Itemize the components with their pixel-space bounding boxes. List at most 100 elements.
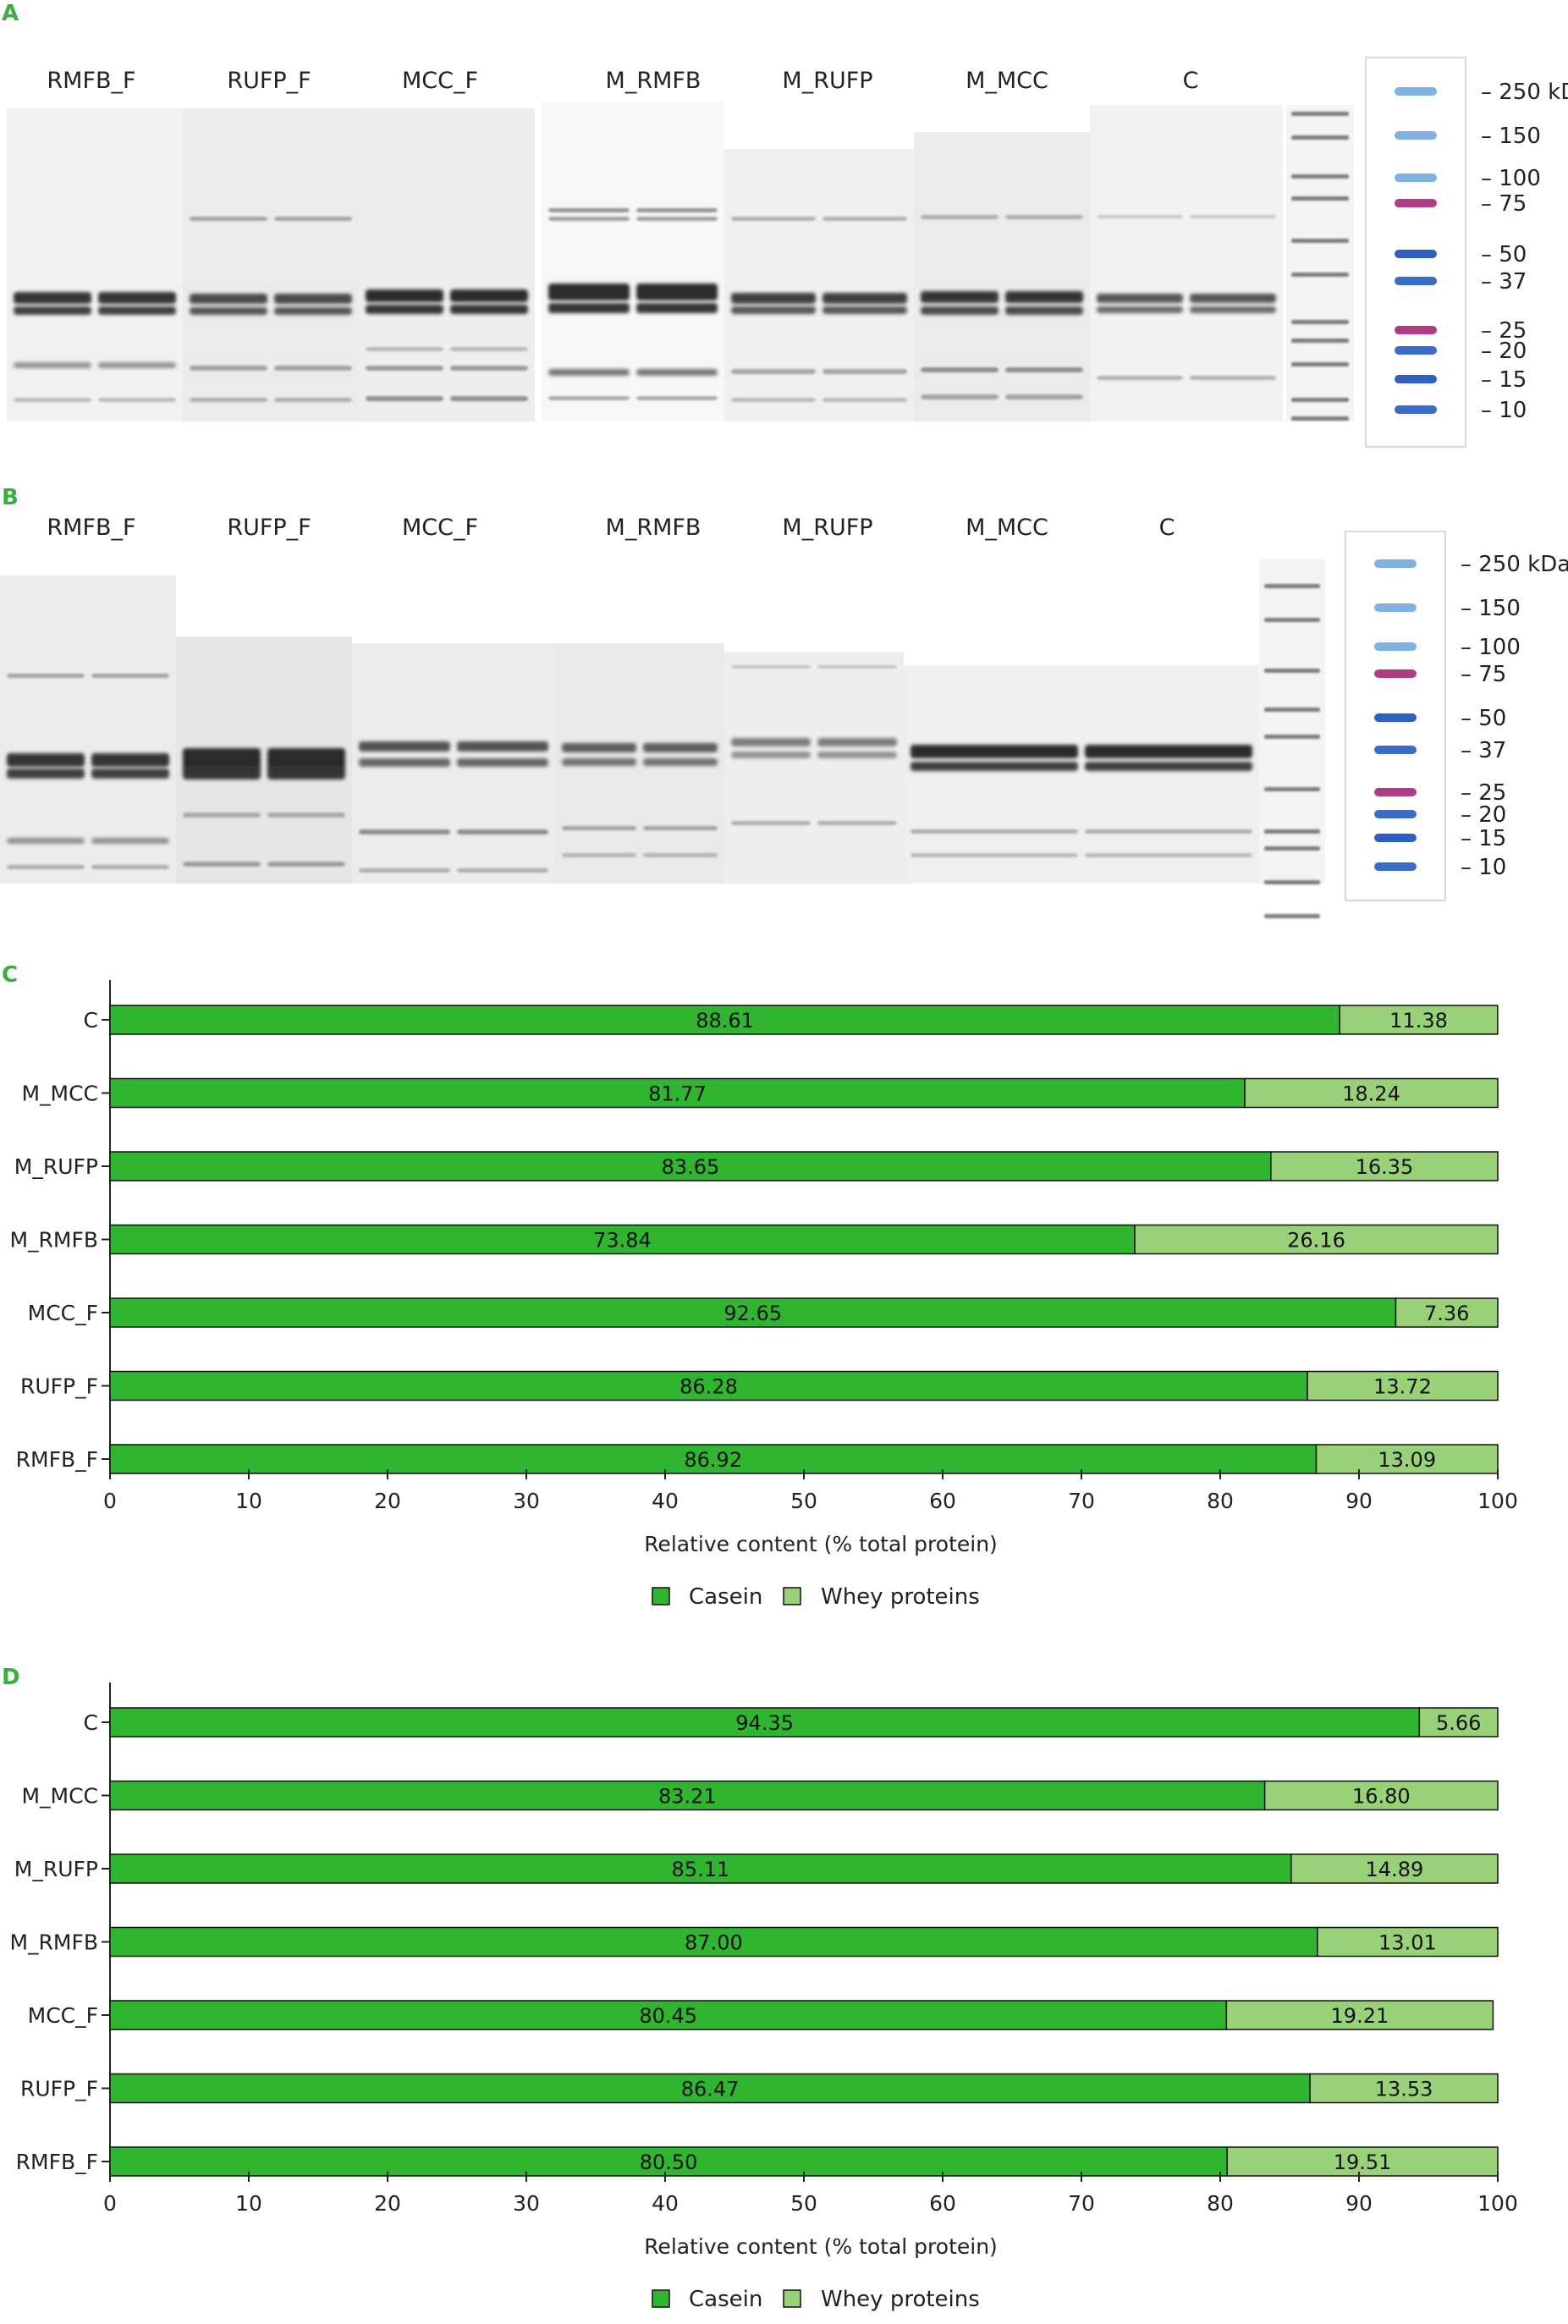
bar-label-casein: 86.28 bbox=[679, 1375, 738, 1399]
gel-ladder-band bbox=[1291, 239, 1349, 243]
bar-label-casein: 81.77 bbox=[648, 1082, 707, 1106]
gel-band bbox=[274, 294, 352, 304]
ladder-marker-band bbox=[1395, 405, 1437, 414]
ladder-marker-label: – 15 bbox=[1461, 826, 1506, 851]
gel-a-lane-labels: RMFB_F RUFP_F MCC_F M_RMFB M_RUFP M_MCC … bbox=[47, 68, 1198, 94]
gel-band bbox=[14, 292, 91, 304]
gel-ladder-background bbox=[1286, 105, 1354, 421]
bar-casein bbox=[109, 1780, 1266, 1811]
bar-casein bbox=[109, 1370, 1308, 1402]
gel-band bbox=[1005, 306, 1083, 315]
bar-whey bbox=[1225, 2000, 1494, 2030]
x-tick-label: 50 bbox=[790, 1489, 817, 1513]
gel-band bbox=[636, 369, 718, 376]
gel-lane-segment bbox=[724, 652, 904, 884]
gel-band bbox=[636, 396, 718, 400]
gel-band bbox=[636, 208, 718, 212]
gel-lane-segment bbox=[359, 108, 535, 421]
gel-b-lane-label: RMFB_F bbox=[47, 515, 135, 541]
gel-ladder-band bbox=[1264, 708, 1320, 712]
bar-casein bbox=[109, 1444, 1318, 1474]
ladder-marker-band bbox=[1395, 131, 1437, 140]
x-tick-label: 10 bbox=[235, 1489, 262, 1513]
panel-letter-d: D bbox=[2, 1665, 20, 1690]
gel-band bbox=[1005, 291, 1083, 303]
gel-ladder-band bbox=[1291, 135, 1349, 140]
ladder-marker-label: – 15 bbox=[1481, 367, 1527, 393]
gel-lane-segment bbox=[0, 575, 176, 884]
bar-casein bbox=[109, 1297, 1397, 1328]
gel-band bbox=[450, 347, 528, 351]
gel-band bbox=[7, 865, 85, 869]
ladder-marker-band bbox=[1374, 788, 1417, 796]
x-tick-label: 70 bbox=[1068, 2191, 1095, 2216]
gel-band bbox=[98, 398, 176, 402]
x-tick-label: 90 bbox=[1345, 2191, 1373, 2216]
x-tick-label: 90 bbox=[1345, 1489, 1373, 1513]
gel-band bbox=[911, 829, 1078, 834]
gel-b-lane-label: M_RUFP bbox=[782, 515, 872, 541]
ladder-marker-label: – 250 kDa bbox=[1461, 552, 1568, 577]
bar-label-whey: 7.36 bbox=[1424, 1302, 1469, 1325]
gel-lane-segment bbox=[352, 643, 555, 884]
gel-ladder-band bbox=[1264, 829, 1320, 834]
ladder-marker-label: – 50 bbox=[1461, 706, 1506, 731]
bar-label-whey: 16.80 bbox=[1352, 1785, 1411, 1809]
gel-band bbox=[190, 366, 267, 371]
gel-band bbox=[366, 289, 443, 302]
gel-lane-background bbox=[914, 132, 1090, 421]
gel-a-lane-label: M_RMFB bbox=[606, 68, 701, 94]
gel-lane-background bbox=[359, 108, 535, 421]
gel-lane-background bbox=[904, 665, 1259, 884]
category-label: M_RMFB bbox=[9, 1228, 98, 1253]
bar-whey bbox=[1244, 1077, 1499, 1109]
gel-band bbox=[548, 369, 630, 376]
gel-band bbox=[91, 753, 169, 767]
ladder-marker-label: – 10 bbox=[1461, 855, 1506, 880]
gel-band bbox=[1097, 294, 1183, 303]
gel-band bbox=[1085, 853, 1252, 857]
gel-band bbox=[548, 303, 630, 313]
ladder-marker-band bbox=[1395, 173, 1437, 182]
gel-band bbox=[921, 394, 999, 399]
gel-band bbox=[562, 853, 636, 857]
bar-label-casein: 86.92 bbox=[684, 1448, 742, 1472]
gel-band bbox=[1190, 306, 1276, 313]
bar-label-whey: 19.51 bbox=[1334, 2151, 1392, 2174]
ladder-marker-label: – 150 bbox=[1461, 596, 1521, 621]
legend-swatch-whey bbox=[783, 1587, 801, 1605]
gel-band bbox=[731, 738, 811, 746]
gel-band bbox=[7, 768, 85, 779]
bar-label-casein: 88.61 bbox=[696, 1009, 754, 1033]
gel-band bbox=[98, 362, 176, 368]
gel-band bbox=[911, 853, 1078, 857]
ladder-marker-label: – 75 bbox=[1461, 662, 1506, 687]
bar-label-casein: 80.50 bbox=[640, 2151, 698, 2174]
gel-band bbox=[450, 289, 528, 302]
legend-label-whey: Whey proteins bbox=[821, 2287, 980, 2312]
gel-band bbox=[817, 821, 897, 825]
bar-whey bbox=[1395, 1297, 1499, 1328]
x-tick-label: 0 bbox=[103, 2191, 117, 2216]
gel-band bbox=[7, 838, 85, 844]
bar-casein bbox=[109, 1005, 1340, 1035]
bar-label-whey: 11.38 bbox=[1389, 1009, 1448, 1033]
gel-ladder-band bbox=[1291, 174, 1349, 179]
ladder-marker-label: – 250 kDa bbox=[1481, 80, 1568, 105]
gel-band bbox=[817, 752, 897, 758]
gel-lane-background bbox=[7, 108, 183, 421]
gel-band bbox=[7, 674, 85, 678]
gel-ladder-band bbox=[1264, 846, 1320, 851]
bar-whey bbox=[1134, 1224, 1499, 1255]
gel-band bbox=[274, 307, 352, 315]
gel-band bbox=[731, 821, 811, 825]
gel-band bbox=[1005, 394, 1083, 399]
x-tick-label: 50 bbox=[790, 2191, 817, 2216]
gel-lane-segment bbox=[914, 132, 1090, 421]
gel-band bbox=[91, 674, 169, 678]
ladder-marker-band bbox=[1395, 87, 1437, 96]
bar-whey bbox=[1290, 1853, 1499, 1884]
ladder-marker-label: – 100 bbox=[1481, 166, 1541, 191]
gel-band bbox=[366, 366, 443, 371]
